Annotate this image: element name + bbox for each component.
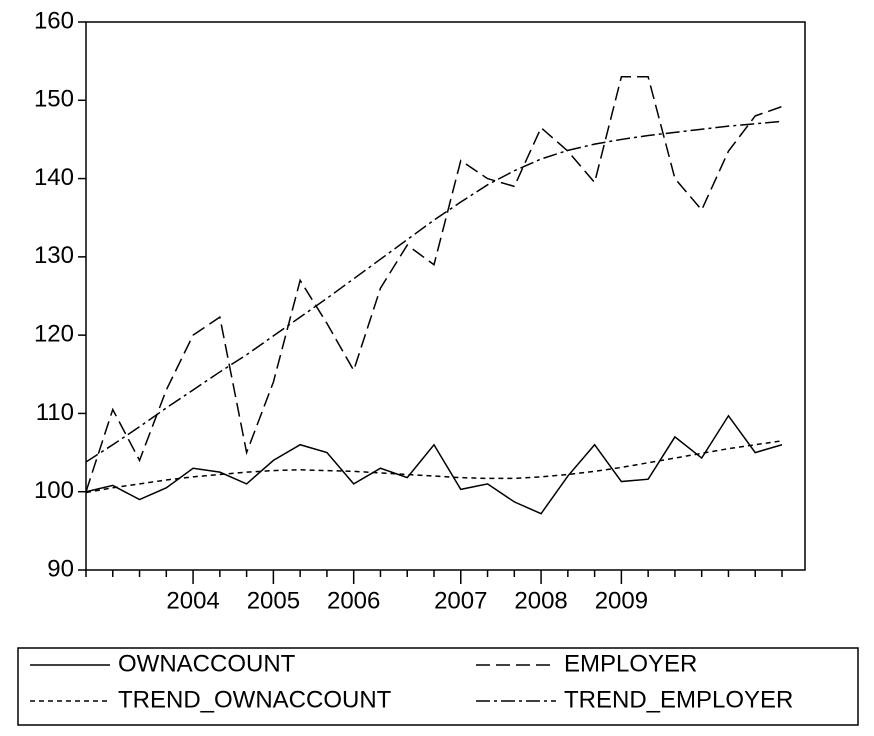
y-tick-label: 110	[36, 399, 74, 426]
x-tick-label: 2005	[247, 587, 300, 614]
y-tick-label: 120	[34, 320, 74, 347]
x-tick-label: 2007	[434, 587, 487, 614]
series-line	[85, 440, 783, 494]
y-tick-label: 140	[34, 164, 74, 191]
legend-label: TREND_OWNACCOUNT	[118, 686, 392, 713]
y-tick-label: 150	[34, 86, 74, 113]
series-line	[85, 120, 783, 463]
x-tick-label: 2004	[166, 587, 219, 614]
legend-box	[17, 647, 859, 726]
series-line	[85, 414, 783, 515]
y-tick-label: 90	[47, 555, 74, 582]
y-tick-label: 100	[34, 477, 74, 504]
series-line	[85, 76, 783, 492]
legend-label: EMPLOYER	[564, 650, 697, 677]
legend-label: OWNACCOUNT	[118, 650, 296, 677]
y-tick-label: 160	[34, 7, 74, 34]
plot-frame	[85, 21, 806, 571]
x-tick-label: 2008	[514, 587, 567, 614]
y-tick-label: 130	[34, 242, 74, 269]
x-tick-label: 2009	[595, 587, 648, 614]
legend-label: TREND_EMPLOYER	[564, 686, 793, 713]
x-tick-label: 2006	[327, 587, 380, 614]
